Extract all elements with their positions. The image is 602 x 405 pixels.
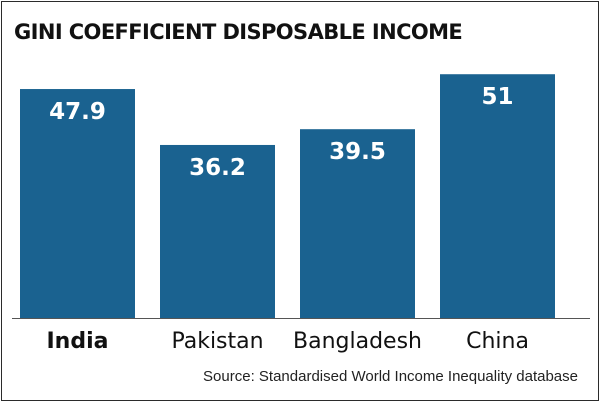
bar-china xyxy=(440,74,555,318)
bar-pakistan xyxy=(160,144,275,318)
category-label-pakistan: Pakistan xyxy=(171,329,263,354)
source-note: Source: Standardised World Income Inequa… xyxy=(203,368,578,385)
category-label-bangladesh: Bangladesh xyxy=(293,329,422,354)
value-label-china: 51 xyxy=(481,84,513,110)
value-label-pakistan: 36.2 xyxy=(189,155,246,181)
bar-india xyxy=(20,89,135,319)
value-label-india: 47.9 xyxy=(49,99,106,125)
chart-title: GINI COEFFICIENT DISPOSABLE INCOME xyxy=(14,20,463,44)
category-label-china: China xyxy=(466,329,529,354)
category-label-india: India xyxy=(47,329,109,354)
bar-bangladesh xyxy=(300,129,415,318)
value-label-bangladesh: 39.5 xyxy=(329,139,386,165)
